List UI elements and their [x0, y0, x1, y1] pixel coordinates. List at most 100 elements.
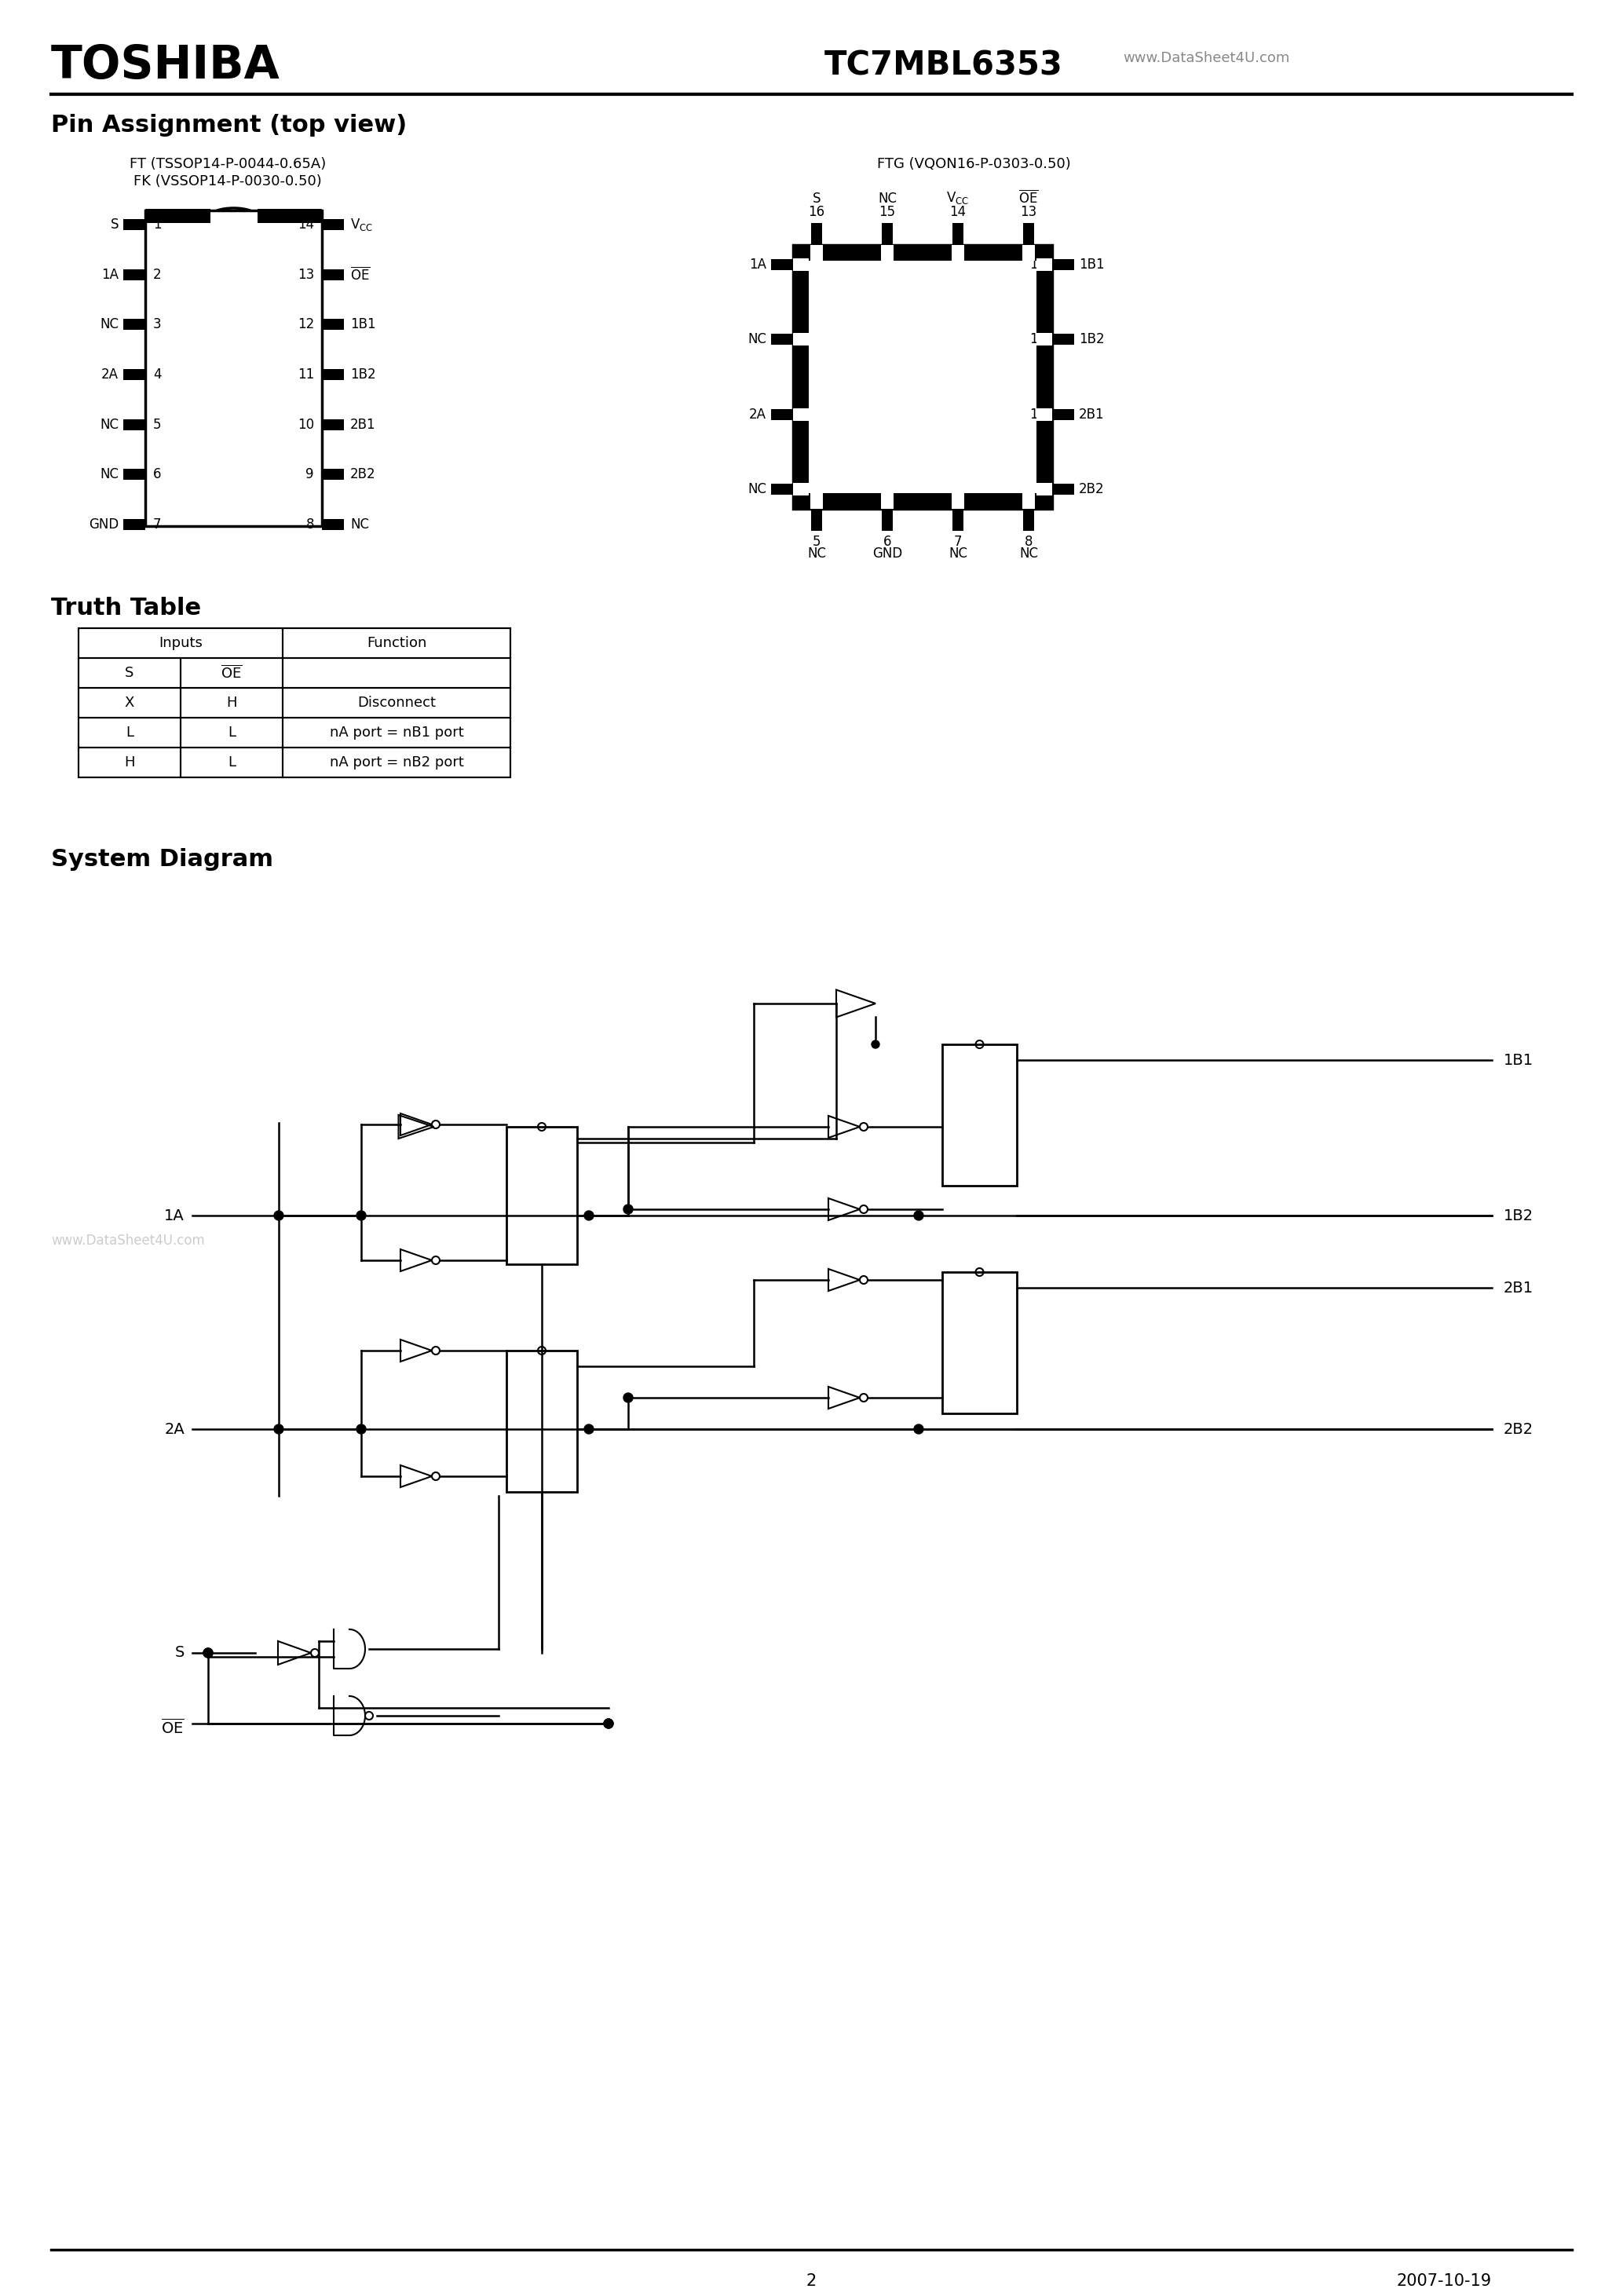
Text: V$_{\mathregular{CC}}$: V$_{\mathregular{CC}}$ — [351, 216, 373, 232]
Text: NC: NC — [748, 333, 766, 347]
Bar — [78, 689, 180, 719]
Text: S: S — [125, 666, 135, 680]
Text: NC: NC — [99, 418, 118, 432]
Text: $\overline{\mathregular{OE}}$: $\overline{\mathregular{OE}}$ — [351, 266, 370, 282]
Bar — [321, 468, 344, 480]
Text: 1A: 1A — [750, 257, 766, 271]
Bar — [1052, 333, 1074, 344]
Text: H: H — [226, 696, 237, 709]
Text: 2B2: 2B2 — [1503, 1421, 1534, 1437]
Bar — [1037, 482, 1052, 496]
Bar — [951, 246, 964, 262]
Text: $\overline{\mathregular{OE}}$: $\overline{\mathregular{OE}}$ — [1019, 188, 1039, 207]
Bar — [881, 246, 894, 262]
Bar — [1022, 510, 1034, 530]
Text: FT (TSSOP14-P-0044-0.65A): FT (TSSOP14-P-0044-0.65A) — [130, 156, 326, 172]
Text: 15: 15 — [880, 204, 896, 218]
Text: 12: 12 — [1029, 257, 1045, 271]
Circle shape — [604, 1720, 613, 1729]
Circle shape — [914, 1210, 923, 1219]
Text: NC: NC — [878, 191, 896, 207]
Bar — [123, 319, 146, 331]
Text: FTG (VQON16-P-0303-0.50): FTG (VQON16-P-0303-0.50) — [876, 156, 1071, 172]
Text: 14: 14 — [297, 218, 315, 232]
Bar — [321, 370, 344, 381]
Bar — [794, 259, 808, 271]
Text: 2B2: 2B2 — [1079, 482, 1105, 496]
Bar — [282, 689, 510, 719]
Text: 6: 6 — [153, 468, 161, 482]
Bar — [771, 409, 794, 420]
Text: 2A: 2A — [101, 367, 118, 381]
Text: nA port = nB1 port: nA port = nB1 port — [329, 726, 464, 739]
Bar — [321, 519, 344, 530]
Bar — [282, 629, 510, 659]
Bar — [1037, 246, 1052, 510]
Bar — [771, 333, 794, 344]
Bar — [180, 659, 282, 689]
Text: 1B2: 1B2 — [351, 367, 377, 381]
Text: 2: 2 — [807, 2273, 816, 2289]
Bar — [812, 510, 823, 530]
Text: L: L — [125, 726, 133, 739]
Circle shape — [274, 1210, 284, 1219]
Bar — [506, 1127, 578, 1265]
Text: 2B2: 2B2 — [351, 468, 377, 482]
Text: GND: GND — [89, 517, 118, 533]
Bar — [123, 269, 146, 280]
Text: 14: 14 — [949, 204, 966, 218]
Text: S: S — [813, 191, 821, 207]
Text: www.DataSheet4U.com: www.DataSheet4U.com — [50, 1233, 204, 1247]
Bar — [146, 209, 209, 223]
Text: 13: 13 — [1021, 204, 1037, 218]
Bar — [812, 223, 823, 246]
Text: $\overline{\mathregular{OE}}$: $\overline{\mathregular{OE}}$ — [161, 1717, 185, 1736]
Circle shape — [872, 1040, 880, 1049]
Bar — [123, 468, 146, 480]
Text: 1B1: 1B1 — [1079, 257, 1105, 271]
Bar — [1022, 246, 1035, 262]
Circle shape — [584, 1210, 594, 1219]
Text: 6: 6 — [883, 535, 891, 549]
Text: 3: 3 — [800, 406, 808, 422]
Bar — [78, 659, 180, 689]
Text: TOSHIBA: TOSHIBA — [50, 44, 281, 87]
Circle shape — [357, 1424, 365, 1433]
Circle shape — [623, 1205, 633, 1215]
Text: NC: NC — [948, 546, 967, 560]
Bar — [321, 420, 344, 429]
Bar — [794, 482, 808, 496]
Text: 9: 9 — [305, 468, 315, 482]
Bar — [881, 494, 894, 510]
Bar — [180, 748, 282, 778]
Text: NC: NC — [1019, 546, 1039, 560]
Circle shape — [203, 1649, 213, 1658]
Bar — [1022, 494, 1035, 510]
Text: Pin Assignment (top view): Pin Assignment (top view) — [50, 115, 407, 138]
Bar — [794, 246, 808, 510]
Bar — [1052, 484, 1074, 494]
Bar — [123, 370, 146, 381]
Text: L: L — [227, 726, 235, 739]
Text: 1B2: 1B2 — [1503, 1208, 1534, 1224]
Bar — [951, 494, 964, 510]
Bar — [78, 629, 282, 659]
Text: Truth Table: Truth Table — [50, 597, 201, 620]
Bar — [794, 246, 1052, 262]
Bar — [794, 246, 1052, 510]
Text: 2B1: 2B1 — [1079, 406, 1105, 422]
Bar — [810, 246, 823, 262]
Text: 1A: 1A — [164, 1208, 185, 1224]
Text: 2A: 2A — [164, 1421, 185, 1437]
Bar — [78, 748, 180, 778]
Text: 5: 5 — [153, 418, 161, 432]
Text: 10: 10 — [1029, 406, 1045, 422]
Text: 8: 8 — [1024, 535, 1032, 549]
Text: 1B2: 1B2 — [1079, 333, 1105, 347]
Text: NC: NC — [99, 468, 118, 482]
Text: 1B1: 1B1 — [351, 317, 377, 331]
Text: 5: 5 — [813, 535, 821, 549]
Text: Disconnect: Disconnect — [357, 696, 437, 709]
Text: 1A: 1A — [101, 269, 118, 282]
Bar — [321, 319, 344, 331]
